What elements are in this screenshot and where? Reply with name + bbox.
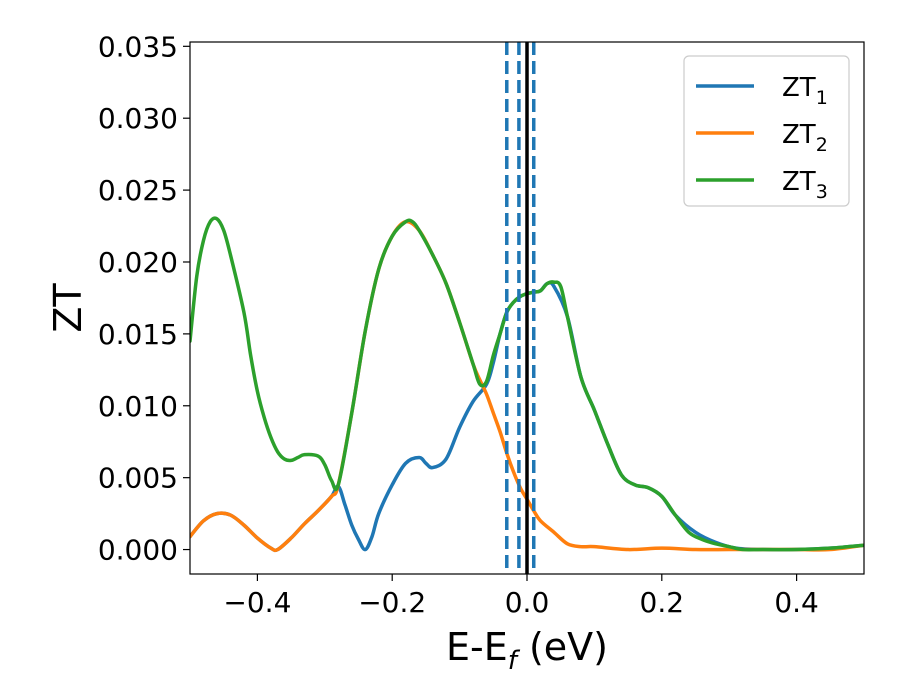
legend: ZT1 ZT2 ZT3 <box>683 55 850 207</box>
legend-label-zt1: ZT1 <box>782 73 828 109</box>
legend-label-zt2: ZT2 <box>782 120 828 156</box>
x-tick-label: 0.4 <box>774 586 819 619</box>
y-tick-label: 0.010 <box>98 390 178 423</box>
series-layer <box>190 216 864 553</box>
y-tick-label: 0.025 <box>98 174 178 207</box>
x-axis-label-main: E-E <box>446 625 508 669</box>
y-tick-label: 0.035 <box>98 30 178 63</box>
y-tick-label: 0.000 <box>98 534 178 567</box>
y-tick-label: 0.005 <box>98 462 178 495</box>
y-tick-label: 0.030 <box>98 102 178 135</box>
x-axis-label-unit: (eV) <box>517 625 608 669</box>
y-axis-label: ZT <box>46 283 90 333</box>
y-tick-label: 0.015 <box>98 318 178 351</box>
x-tick-label: −0.4 <box>223 586 291 619</box>
reference-lines <box>505 42 536 574</box>
y-tick-label: 0.020 <box>98 246 178 279</box>
legend-label-zt3: ZT3 <box>782 167 828 203</box>
legend-box <box>683 55 850 207</box>
series-line-zt3 <box>190 216 864 552</box>
x-axis-label: E-Ef (eV) <box>446 625 608 676</box>
y-axis-ticks: 0.000 0.005 0.010 0.015 0.020 0.025 0.030 0.035 <box>98 30 190 567</box>
x-tick-label: 0.0 <box>505 586 550 619</box>
x-tick-label: −0.2 <box>358 586 426 619</box>
x-tick-label: 0.2 <box>640 586 685 619</box>
x-axis-ticks: −0.4 −0.2 0.0 0.2 0.4 <box>223 574 819 619</box>
